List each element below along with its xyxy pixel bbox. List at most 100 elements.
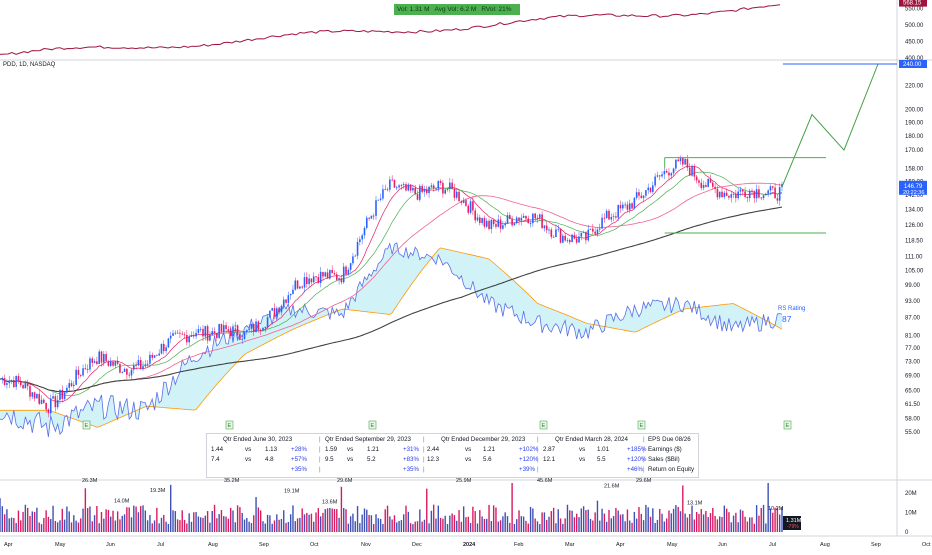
candle-body xyxy=(176,332,179,334)
volume-bar xyxy=(638,507,640,532)
target-price-badge xyxy=(899,60,927,68)
candle-body xyxy=(700,182,703,188)
candle-body xyxy=(751,190,753,192)
volume-bar xyxy=(128,507,130,532)
index-tick-label: 450.00 xyxy=(905,40,924,46)
candle-body xyxy=(15,376,17,387)
volume-bar xyxy=(140,506,142,532)
candle-body xyxy=(580,232,583,237)
volume-bar xyxy=(259,510,262,532)
volume-bar xyxy=(8,518,10,532)
ma-21-line xyxy=(0,171,783,397)
symbol-title[interactable]: PDD, 1D, NASDAQ xyxy=(3,62,56,68)
candle-body xyxy=(139,360,142,369)
candle-body xyxy=(181,333,184,335)
candle-body xyxy=(252,324,255,332)
candle-body xyxy=(776,198,779,201)
candle-body xyxy=(437,181,440,189)
candle-body xyxy=(262,327,264,331)
candle-body xyxy=(679,158,682,162)
earnings-table-header: Qtr Ended June 30, 2023 | Qtr Ended Sept… xyxy=(223,436,691,443)
volume-bar xyxy=(116,511,119,532)
candle-body xyxy=(559,228,562,243)
candle-body xyxy=(79,374,82,376)
candle-body xyxy=(414,187,417,195)
candle-body xyxy=(529,223,532,224)
volume-bar xyxy=(172,510,174,532)
volume-bar xyxy=(317,508,320,532)
candle-body xyxy=(658,175,661,177)
volume-bar xyxy=(527,523,529,532)
candle-body xyxy=(156,355,158,357)
candle-body xyxy=(234,325,237,327)
candle-body xyxy=(255,321,257,332)
volume-tick-label: 0 xyxy=(905,530,909,536)
candle-body xyxy=(372,215,375,217)
volume-bar xyxy=(497,521,499,532)
volume-bar xyxy=(22,511,24,532)
volume-bar xyxy=(587,509,589,532)
candle-body xyxy=(17,376,20,382)
volume-bar xyxy=(571,510,573,532)
volume-bar xyxy=(700,509,702,532)
earnings-table-cell: 12.1 xyxy=(543,456,556,463)
candle-body xyxy=(744,191,746,197)
volume-peak-label: 13.1M xyxy=(687,500,703,506)
candle-body xyxy=(165,347,167,352)
time-axis-label: Sep xyxy=(259,542,269,548)
volume-bar xyxy=(246,517,248,532)
volume-bar xyxy=(622,514,624,532)
earnings-table-cell: | xyxy=(319,456,321,463)
candle-body xyxy=(672,168,675,174)
candle-body xyxy=(543,225,546,229)
volume-bar xyxy=(280,519,283,532)
candle-body xyxy=(573,234,576,239)
volume-bar xyxy=(462,506,465,532)
volume-bar xyxy=(45,510,47,532)
volume-bar xyxy=(409,523,412,532)
candle-body xyxy=(361,235,363,240)
candle-body xyxy=(615,216,617,218)
volume-peak-label: 35.2M xyxy=(224,478,240,484)
candle-body xyxy=(682,158,684,165)
rs-cloud xyxy=(0,242,782,437)
volume-bar xyxy=(594,512,596,532)
candle-body xyxy=(479,217,481,223)
candle-body xyxy=(63,392,66,399)
volume-bar xyxy=(149,515,151,532)
volume-bar xyxy=(396,522,398,532)
volume-bar xyxy=(663,521,666,532)
candle-body xyxy=(326,272,329,279)
volume-bar xyxy=(6,509,8,532)
candle-body xyxy=(649,187,652,192)
candle-body xyxy=(158,353,160,356)
volume-bar xyxy=(444,515,446,532)
volume-bar xyxy=(520,516,523,532)
volume-bar xyxy=(361,514,363,532)
volume-bar xyxy=(0,498,1,532)
earnings-table-cell: vs xyxy=(465,456,472,463)
volume-bar xyxy=(167,523,170,532)
candle-body xyxy=(647,187,650,191)
candle-body xyxy=(400,185,403,186)
volume-bar xyxy=(753,523,756,532)
candle-body xyxy=(628,203,631,210)
candle-body xyxy=(132,365,135,370)
candle-body xyxy=(331,269,333,274)
volume-bar xyxy=(400,520,403,532)
candle-body xyxy=(587,229,590,241)
volume-bar xyxy=(760,507,762,532)
volume-bar xyxy=(686,517,689,532)
volume-bar xyxy=(68,511,70,532)
volume-bar xyxy=(453,515,456,532)
volume-bar xyxy=(642,520,645,532)
candle-body xyxy=(365,217,368,228)
volume-bar xyxy=(735,512,737,532)
candle-body xyxy=(656,175,659,177)
volume-bar xyxy=(442,518,444,532)
candle-body xyxy=(548,229,550,231)
earnings-table-row: 7.4 vs 4.8 +57% | 9.5 vs 5.2 +83% | 12.3 vs 5.6 +120%… xyxy=(207,456,698,466)
volume-bar xyxy=(375,514,377,532)
candle-body xyxy=(435,188,437,190)
